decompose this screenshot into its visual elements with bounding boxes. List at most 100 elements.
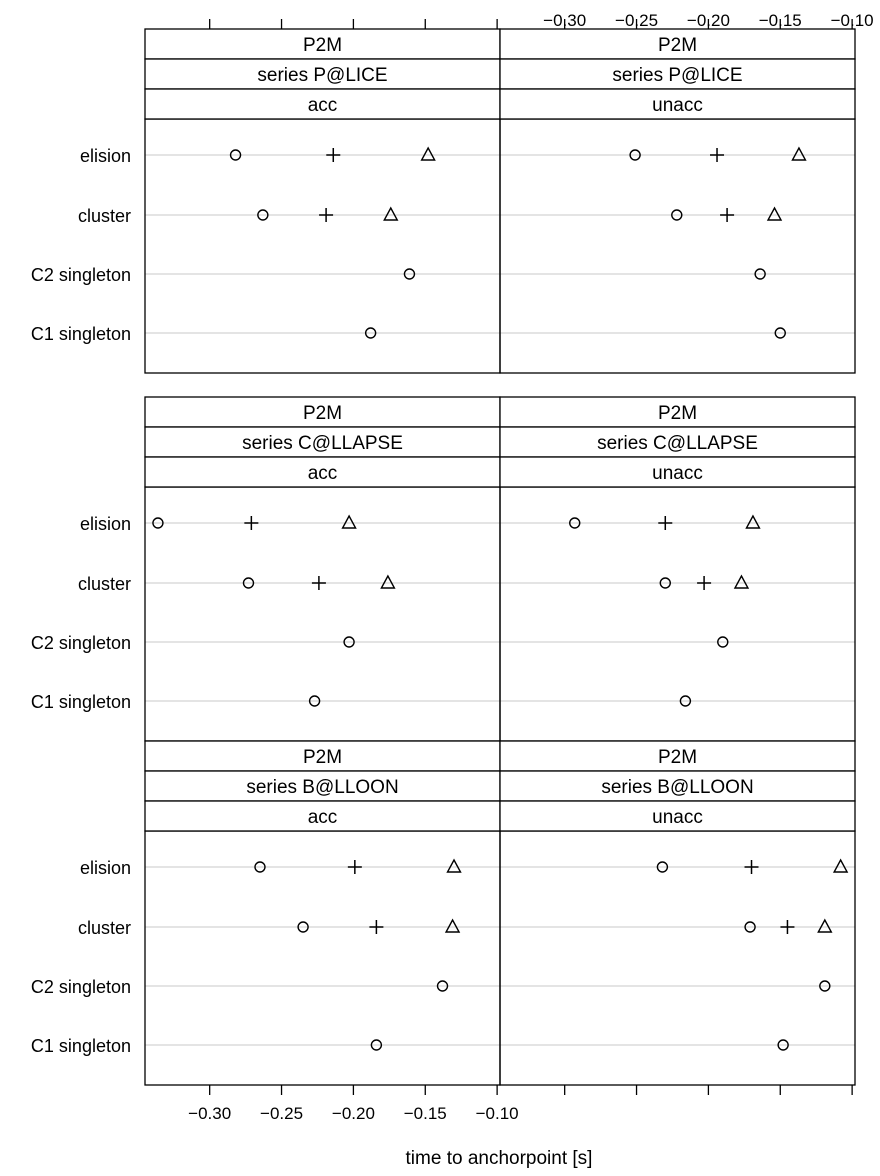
category-label: C1 singleton bbox=[31, 692, 131, 712]
panel-frame bbox=[499, 118, 856, 374]
triangle-marker bbox=[444, 918, 461, 933]
category-label: cluster bbox=[78, 918, 131, 938]
strip-label: acc bbox=[308, 807, 338, 828]
strip-label: series P@LICE bbox=[612, 65, 742, 86]
circle-marker bbox=[717, 636, 729, 648]
category-label: C1 singleton bbox=[31, 324, 131, 344]
strip-label: series B@LLOON bbox=[601, 777, 753, 798]
strip-label: acc bbox=[308, 95, 338, 116]
circle-marker bbox=[257, 209, 269, 221]
strip-box bbox=[499, 396, 856, 428]
circle-marker bbox=[403, 268, 416, 280]
strip-box bbox=[144, 800, 501, 832]
triangle-marker bbox=[446, 858, 462, 873]
strip-label: unacc bbox=[652, 463, 703, 484]
triangle-marker bbox=[380, 574, 396, 589]
plus-marker bbox=[720, 208, 735, 222]
strip-box bbox=[144, 28, 501, 60]
circle-marker bbox=[679, 695, 692, 707]
panel-frame bbox=[144, 830, 501, 1086]
strip-label: acc bbox=[308, 463, 338, 484]
strip-box bbox=[499, 800, 856, 832]
strip-label: series B@LLOON bbox=[246, 777, 398, 798]
plus-marker bbox=[326, 148, 341, 162]
plus-marker bbox=[710, 148, 725, 162]
circle-marker bbox=[774, 327, 786, 339]
triangle-marker bbox=[817, 918, 833, 933]
category-label: C2 singleton bbox=[31, 265, 131, 285]
circle-marker bbox=[436, 980, 449, 992]
plus-marker bbox=[347, 860, 362, 874]
marker-layer bbox=[152, 146, 849, 1051]
circle-marker bbox=[229, 149, 242, 161]
plus-marker bbox=[311, 576, 326, 590]
x-tick-label: −0.25 bbox=[260, 1104, 303, 1123]
circle-marker bbox=[242, 577, 255, 589]
category-label: cluster bbox=[78, 574, 131, 594]
circle-marker bbox=[364, 327, 377, 339]
strip-box bbox=[144, 88, 501, 120]
category-label: elision bbox=[80, 146, 131, 166]
grid-layer bbox=[145, 154, 855, 1046]
circle-marker bbox=[152, 517, 164, 529]
circle-marker bbox=[671, 209, 683, 221]
triangle-marker bbox=[766, 206, 783, 221]
strip-label: P2M bbox=[303, 35, 342, 56]
strip-label: series C@LLAPSE bbox=[242, 433, 403, 454]
x-tick-label: −0.25 bbox=[615, 11, 658, 30]
x-tick-label: −0.15 bbox=[404, 1104, 447, 1123]
circle-marker bbox=[777, 1039, 789, 1051]
circle-marker bbox=[254, 861, 266, 873]
strip-label: unacc bbox=[652, 95, 703, 116]
triangle-marker bbox=[420, 146, 436, 161]
circle-marker bbox=[370, 1039, 383, 1051]
frame-layer bbox=[144, 118, 856, 1086]
circle-marker bbox=[569, 517, 581, 529]
strip-layer: P2M series P@LICE acc P2M series P@LICE unacc… bbox=[144, 28, 856, 832]
x-tick-label: −0.30 bbox=[543, 11, 586, 30]
panel-frame bbox=[499, 486, 856, 742]
triangle-marker bbox=[341, 514, 357, 529]
circle-marker bbox=[297, 921, 309, 933]
triangle-marker bbox=[832, 858, 849, 873]
triangle-marker bbox=[733, 574, 750, 589]
strip-label: unacc bbox=[652, 807, 703, 828]
strip-box bbox=[144, 456, 501, 488]
plus-marker bbox=[697, 576, 712, 590]
axis-layer: elision cluster C2 singleton C1 singleton el… bbox=[31, 11, 874, 1123]
x-tick-label: −0.20 bbox=[332, 1104, 375, 1123]
panel-frame bbox=[144, 486, 501, 742]
strip-box bbox=[144, 740, 501, 772]
category-label: elision bbox=[80, 858, 131, 878]
circle-marker bbox=[754, 268, 766, 280]
circle-marker bbox=[819, 980, 831, 992]
category-label: C2 singleton bbox=[31, 633, 131, 653]
category-label: cluster bbox=[78, 206, 131, 226]
circle-marker bbox=[744, 921, 756, 933]
circle-marker bbox=[629, 149, 641, 161]
strip-box bbox=[499, 28, 856, 60]
circle-marker bbox=[659, 577, 671, 589]
x-axis-label: time to anchorpoint [s] bbox=[406, 1148, 593, 1169]
triangle-marker bbox=[383, 206, 399, 221]
triangle-marker bbox=[791, 146, 807, 161]
strip-box bbox=[499, 426, 856, 458]
circle-marker bbox=[656, 861, 669, 873]
x-tick-label: −0.10 bbox=[476, 1104, 519, 1123]
plus-marker bbox=[244, 516, 259, 530]
category-label: elision bbox=[80, 514, 131, 534]
panel-frame bbox=[144, 118, 501, 374]
strip-box bbox=[499, 88, 856, 120]
panel-frame bbox=[499, 830, 856, 1086]
plus-marker bbox=[744, 860, 759, 874]
plus-marker bbox=[658, 516, 673, 530]
circle-marker bbox=[343, 636, 355, 648]
strip-label: P2M bbox=[303, 403, 342, 424]
strip-label: series P@LICE bbox=[257, 65, 387, 86]
circle-marker bbox=[308, 695, 321, 707]
x-tick-label: −0.10 bbox=[831, 11, 874, 30]
x-tick-label: −0.15 bbox=[759, 11, 802, 30]
category-label: C2 singleton bbox=[31, 977, 131, 997]
plus-marker bbox=[780, 920, 795, 934]
